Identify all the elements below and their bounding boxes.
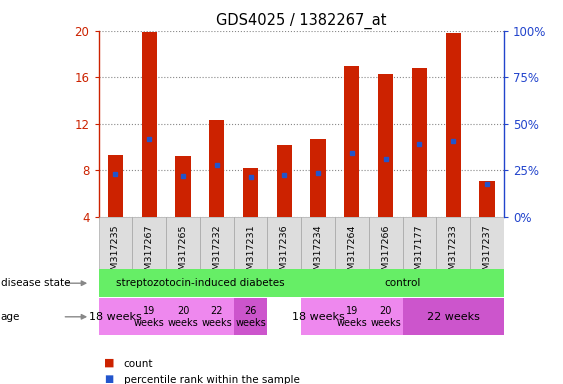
Bar xyxy=(301,298,335,335)
Bar xyxy=(446,33,461,217)
Text: GSM317232: GSM317232 xyxy=(212,225,221,282)
Text: GSM317267: GSM317267 xyxy=(145,225,154,282)
Bar xyxy=(311,139,326,217)
Text: age: age xyxy=(1,312,20,322)
Text: 19
weeks: 19 weeks xyxy=(134,306,164,328)
Bar xyxy=(335,298,369,335)
Text: 19
weeks: 19 weeks xyxy=(337,306,367,328)
Bar xyxy=(301,217,335,269)
Text: ■: ■ xyxy=(104,374,113,384)
Bar xyxy=(470,217,504,269)
Text: percentile rank within the sample: percentile rank within the sample xyxy=(124,375,300,384)
Text: 22
weeks: 22 weeks xyxy=(202,306,232,328)
Bar xyxy=(480,181,494,217)
Bar xyxy=(166,217,200,269)
Bar xyxy=(436,217,470,269)
Bar xyxy=(209,120,224,217)
Bar xyxy=(200,298,234,335)
Text: 18 weeks: 18 weeks xyxy=(89,312,142,322)
Bar xyxy=(335,217,369,269)
Bar xyxy=(403,217,436,269)
Bar xyxy=(132,217,166,269)
Text: GSM317236: GSM317236 xyxy=(280,225,289,282)
Text: 22 weeks: 22 weeks xyxy=(427,312,480,322)
Bar xyxy=(176,156,190,217)
Bar xyxy=(412,68,427,217)
Text: count: count xyxy=(124,359,153,369)
Text: 26
weeks: 26 weeks xyxy=(235,306,266,328)
Bar xyxy=(200,217,234,269)
Bar xyxy=(132,298,166,335)
Bar xyxy=(267,217,301,269)
Text: GSM317264: GSM317264 xyxy=(347,225,356,282)
Bar xyxy=(99,270,301,297)
Text: 20
weeks: 20 weeks xyxy=(168,306,198,328)
Title: GDS4025 / 1382267_at: GDS4025 / 1382267_at xyxy=(216,13,386,29)
Bar xyxy=(234,217,267,269)
Bar xyxy=(345,66,360,217)
Text: GSM317234: GSM317234 xyxy=(314,225,323,282)
Text: ■: ■ xyxy=(104,358,115,368)
Text: GSM317265: GSM317265 xyxy=(178,225,187,282)
Bar xyxy=(378,74,393,217)
Text: GSM317231: GSM317231 xyxy=(246,225,255,282)
Text: 18 weeks: 18 weeks xyxy=(292,312,345,322)
Text: disease state: disease state xyxy=(1,278,70,288)
Bar xyxy=(301,270,504,297)
Bar xyxy=(234,298,267,335)
Bar xyxy=(403,298,504,335)
Bar xyxy=(166,298,200,335)
Text: streptozotocin-induced diabetes: streptozotocin-induced diabetes xyxy=(115,278,284,288)
Text: GSM317266: GSM317266 xyxy=(381,225,390,282)
Text: GSM317237: GSM317237 xyxy=(482,225,491,282)
Bar xyxy=(99,217,132,269)
Bar xyxy=(277,145,292,217)
Bar xyxy=(99,298,132,335)
Text: GSM317235: GSM317235 xyxy=(111,225,120,282)
Bar xyxy=(108,155,123,217)
Bar xyxy=(243,168,258,217)
Bar xyxy=(369,217,403,269)
Text: GSM317177: GSM317177 xyxy=(415,225,424,282)
Text: control: control xyxy=(385,278,421,288)
Text: 20
weeks: 20 weeks xyxy=(370,306,401,328)
Bar xyxy=(369,298,403,335)
Bar xyxy=(142,32,157,217)
Text: GSM317233: GSM317233 xyxy=(449,225,458,283)
